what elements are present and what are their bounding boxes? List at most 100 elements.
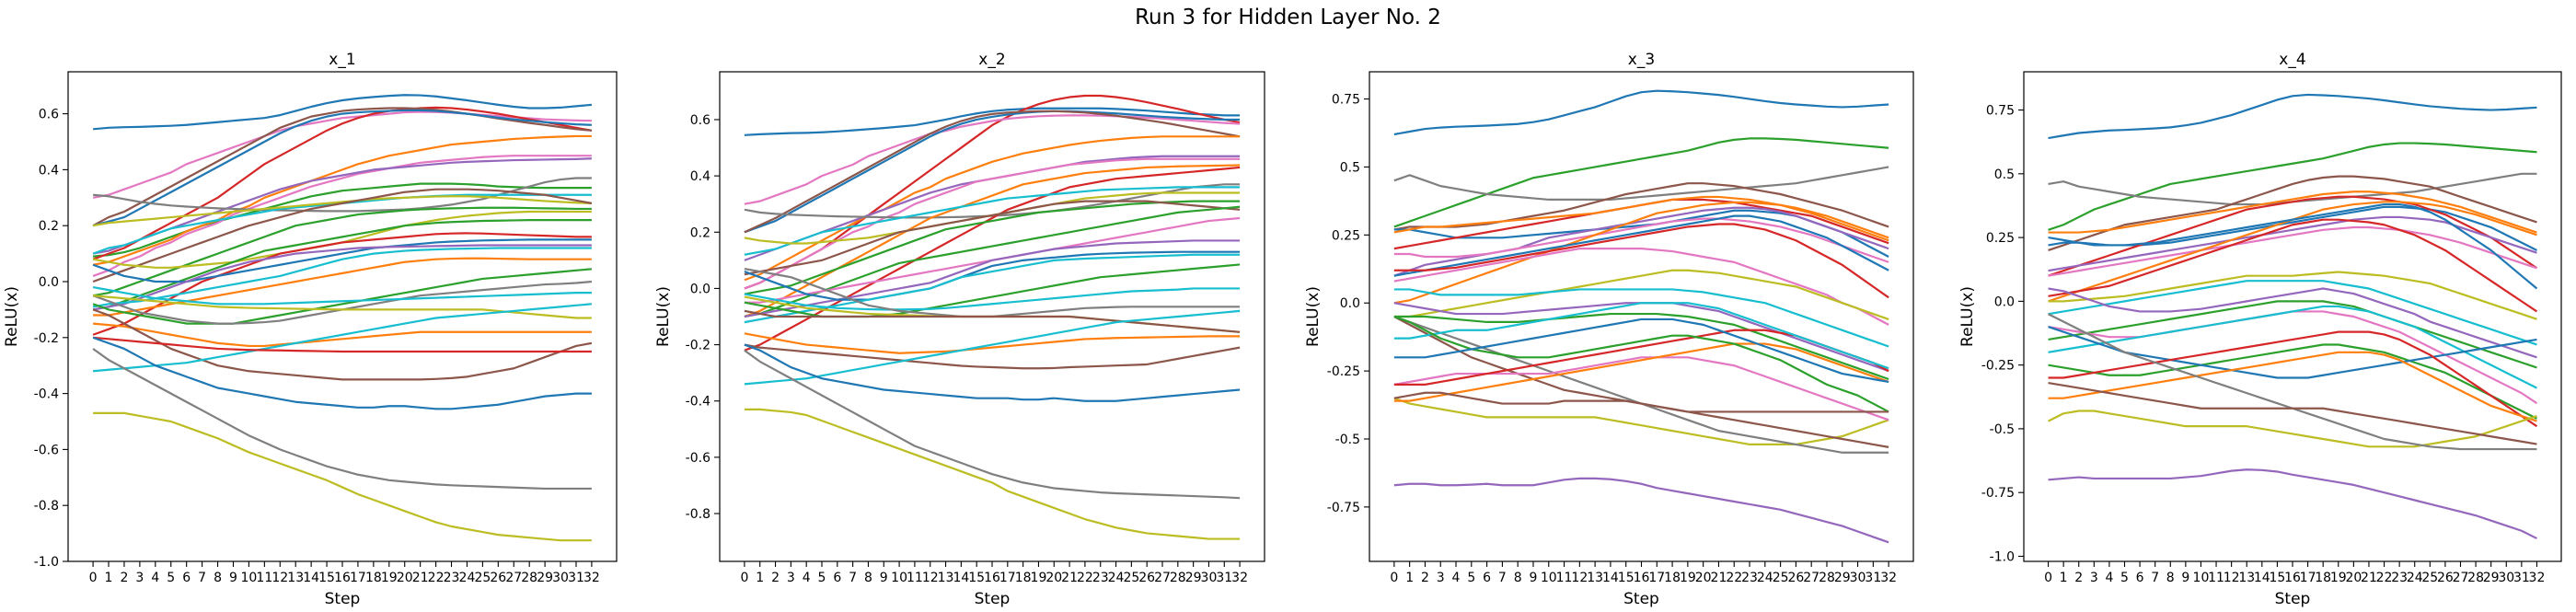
series-line-3 bbox=[744, 114, 1241, 205]
x-tick-label: 2 bbox=[771, 571, 780, 585]
y-tick-label: 0.75 bbox=[1986, 104, 2015, 119]
x-tick-label: 7 bbox=[849, 571, 857, 585]
x-tick-label: 15 bbox=[1618, 571, 1635, 585]
series-line-10 bbox=[744, 164, 1241, 318]
series-line-27 bbox=[744, 343, 1241, 370]
y-tick-label: 0.4 bbox=[690, 169, 710, 184]
x-tick-label: 18 bbox=[365, 571, 382, 585]
series-line-19 bbox=[92, 244, 592, 311]
series-line-29 bbox=[744, 343, 1241, 402]
x-tick-label: 6 bbox=[833, 571, 841, 585]
chart-title: x_4 bbox=[2279, 51, 2305, 69]
x-tick-label: 32 bbox=[1231, 571, 1248, 585]
series-line-19 bbox=[1393, 315, 1889, 454]
chart-title: x_3 bbox=[1628, 51, 1655, 69]
x-tick-label: 12 bbox=[922, 571, 939, 585]
x-tick-label: 10 bbox=[240, 571, 257, 585]
series-line-23 bbox=[2048, 410, 2537, 448]
series-line-1 bbox=[1393, 89, 1889, 136]
x-tick-label: 10 bbox=[2193, 571, 2210, 585]
x-tick-label: 24 bbox=[2407, 571, 2423, 585]
series-line-32 bbox=[93, 411, 592, 542]
x-tick-label: 20 bbox=[2345, 571, 2362, 585]
x-tick-label: 4 bbox=[803, 571, 811, 585]
x-tick-label: 14 bbox=[2254, 571, 2270, 585]
series-line-30 bbox=[92, 336, 592, 410]
x-tick-label: 29 bbox=[1185, 571, 1202, 585]
x-tick-label: 8 bbox=[214, 571, 222, 585]
x-tick-label: 6 bbox=[2136, 571, 2144, 585]
x-tick-label: 31 bbox=[568, 571, 584, 585]
x-tick-label: 13 bbox=[1587, 571, 1603, 585]
x-tick-label: 17 bbox=[999, 571, 1016, 585]
y-tick-label: 0.75 bbox=[1332, 93, 1360, 108]
series-line-5 bbox=[2048, 191, 2537, 234]
x-tick-label: 22 bbox=[1726, 571, 1742, 585]
x-tick-label: 9 bbox=[880, 571, 888, 585]
series-line-4 bbox=[2048, 175, 2537, 252]
x-tick-label: 7 bbox=[198, 571, 206, 585]
x-tick-label: 14 bbox=[1602, 571, 1619, 585]
x-tick-label: 4 bbox=[2105, 571, 2113, 585]
x-axis-label: Step bbox=[2275, 590, 2311, 608]
chart-panel-2: -0.8-0.6-0.4-0.20.00.20.40.60 1 2 3 4 5 6 7 8 9 10… bbox=[654, 51, 1265, 608]
y-tick-label: 0.2 bbox=[690, 225, 710, 240]
y-tick-label: 0.6 bbox=[690, 113, 710, 128]
x-tick-label: 7 bbox=[2151, 571, 2159, 585]
series-line-20 bbox=[1393, 477, 1889, 544]
x-tick-label: 11 bbox=[1556, 571, 1573, 585]
x-tick-label: 4 bbox=[151, 571, 159, 585]
series-line-14 bbox=[92, 206, 592, 297]
x-tick-label: 26 bbox=[2437, 571, 2454, 585]
x-tick-label: 10 bbox=[1541, 571, 1557, 585]
y-tick-label: 0.0 bbox=[690, 282, 710, 296]
x-tick-label: 20 bbox=[1045, 571, 1062, 585]
series-line-8 bbox=[92, 155, 592, 277]
series-line-12 bbox=[2048, 202, 2538, 290]
series-line-22 bbox=[1393, 356, 1889, 421]
x-tick-label: 32 bbox=[583, 571, 600, 585]
y-tick-label: -0.75 bbox=[1981, 486, 2015, 501]
series-line-2 bbox=[2048, 142, 2537, 231]
series-group bbox=[1393, 89, 1889, 544]
x-tick-label: 5 bbox=[167, 571, 175, 585]
series-line-11 bbox=[1393, 214, 1889, 277]
series-line-21 bbox=[1393, 316, 1889, 448]
y-tick-label: 0.25 bbox=[1332, 228, 1360, 243]
x-tick-label: 28 bbox=[1170, 571, 1186, 585]
series-line-27 bbox=[1393, 318, 1889, 384]
x-tick-label: 3 bbox=[2090, 571, 2098, 585]
series-line-7 bbox=[92, 134, 592, 266]
y-tick-label: 0.5 bbox=[1994, 167, 2015, 182]
series-line-4 bbox=[92, 106, 593, 260]
series-line-15 bbox=[1393, 288, 1889, 348]
x-axis-label: Step bbox=[975, 590, 1011, 608]
x-tick-label: 25 bbox=[474, 571, 491, 585]
series-line-8 bbox=[744, 157, 1241, 290]
x-tick-label: 19 bbox=[1031, 571, 1047, 585]
x-tick-label: 17 bbox=[1648, 571, 1665, 585]
y-tick-label: 0.6 bbox=[39, 108, 59, 122]
series-line-13 bbox=[2048, 271, 2537, 320]
y-tick-label: -0.25 bbox=[1981, 359, 2015, 374]
x-tick-label: 30 bbox=[2498, 571, 2514, 585]
x-tick-label: 13 bbox=[938, 571, 954, 585]
series-group bbox=[744, 94, 1241, 540]
series-line-7 bbox=[1393, 195, 1889, 242]
x-tick-label: 8 bbox=[1514, 571, 1522, 585]
series-line-16 bbox=[2048, 300, 2537, 369]
series-line-14 bbox=[1393, 269, 1889, 320]
chart-title: x_1 bbox=[329, 51, 355, 69]
x-tick-label: 10 bbox=[891, 571, 907, 585]
x-tick-label: 1 bbox=[1405, 571, 1414, 585]
x-tick-label: 20 bbox=[397, 571, 413, 585]
series-line-2 bbox=[1393, 137, 1889, 228]
x-tick-label: 20 bbox=[1695, 571, 1712, 585]
x-tick-label: 11 bbox=[907, 571, 923, 585]
x-tick-label: 21 bbox=[1711, 571, 1727, 585]
series-line-25 bbox=[1393, 302, 1889, 370]
series-line-25 bbox=[2048, 381, 2537, 445]
x-tick-label: 30 bbox=[552, 571, 569, 585]
